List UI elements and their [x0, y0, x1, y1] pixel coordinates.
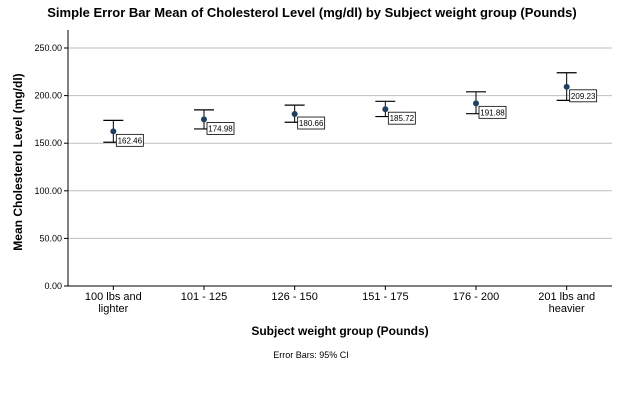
x-category-labels: 100 lbs and lighter 101 - 125 126 - 150 151 … — [85, 291, 595, 315]
mean-data-label-box — [478, 105, 507, 119]
mean-data-label: 209.23 — [569, 89, 598, 103]
x-axis-title: Subject weight group (Pounds) — [251, 324, 428, 338]
mean-labels: 162.46 174.98 180.66 185.72 191.88 209.23 — [115, 89, 598, 147]
y-tick-labels: 0.00 50.00 100.00 150.00 200.00 250.00 — [34, 43, 62, 291]
x-category-label: 126 - 150 — [271, 291, 317, 303]
x-category-label: 151 - 175 — [362, 291, 408, 303]
mean-data-label-text: 185.72 — [390, 114, 415, 123]
mean-data-label: 174.98 — [206, 122, 235, 135]
mean-data-label: 191.88 — [478, 105, 507, 119]
mean-data-label-text: 209.23 — [571, 92, 596, 101]
y-tick-label: 250.00 — [34, 43, 62, 53]
mean-point — [473, 100, 479, 107]
y-tick-label: 50.00 — [39, 233, 62, 243]
y-axis-title: Mean Cholesterol Level (mg/dl) — [11, 73, 25, 250]
mean-point — [382, 106, 389, 113]
mean-data-label: 180.66 — [297, 116, 326, 130]
mean-data-label-text: 162.46 — [118, 136, 143, 145]
axes — [64, 30, 612, 290]
chart-title: Simple Error Bar Mean of Cholesterol Lev… — [47, 5, 576, 20]
mean-data-label: 162.46 — [115, 133, 144, 147]
y-tick-label: 100.00 — [34, 186, 62, 196]
mean-point — [291, 111, 298, 118]
error-bar-note: Error Bars: 95% CI — [273, 350, 349, 360]
mean-data-label: 185.72 — [387, 111, 416, 125]
mean-point — [563, 83, 570, 90]
mean-data-label-box — [115, 133, 144, 147]
mean-data-label-box — [206, 122, 235, 135]
mean-points — [110, 83, 570, 135]
y-tick-label: 200.00 — [34, 91, 62, 101]
y-tick-label: 150.00 — [34, 138, 62, 148]
x-category-label: 100 lbs and lighter — [85, 291, 142, 315]
mean-data-label-box — [387, 111, 416, 125]
mean-point — [110, 128, 117, 135]
x-category-label: 101 - 125 — [181, 291, 227, 303]
mean-data-label-text: 174.98 — [208, 124, 233, 133]
x-category-label: 201 lbs and heavier — [538, 291, 595, 315]
mean-data-label-text: 180.66 — [299, 119, 324, 128]
y-tick-label: 0.00 — [44, 281, 62, 291]
mean-data-label-box — [569, 89, 598, 103]
mean-point — [201, 116, 207, 123]
gridlines — [68, 47, 612, 239]
x-category-label: 176 - 200 — [453, 291, 499, 303]
mean-data-label-text: 191.88 — [480, 108, 505, 117]
mean-data-label-box — [297, 116, 326, 130]
